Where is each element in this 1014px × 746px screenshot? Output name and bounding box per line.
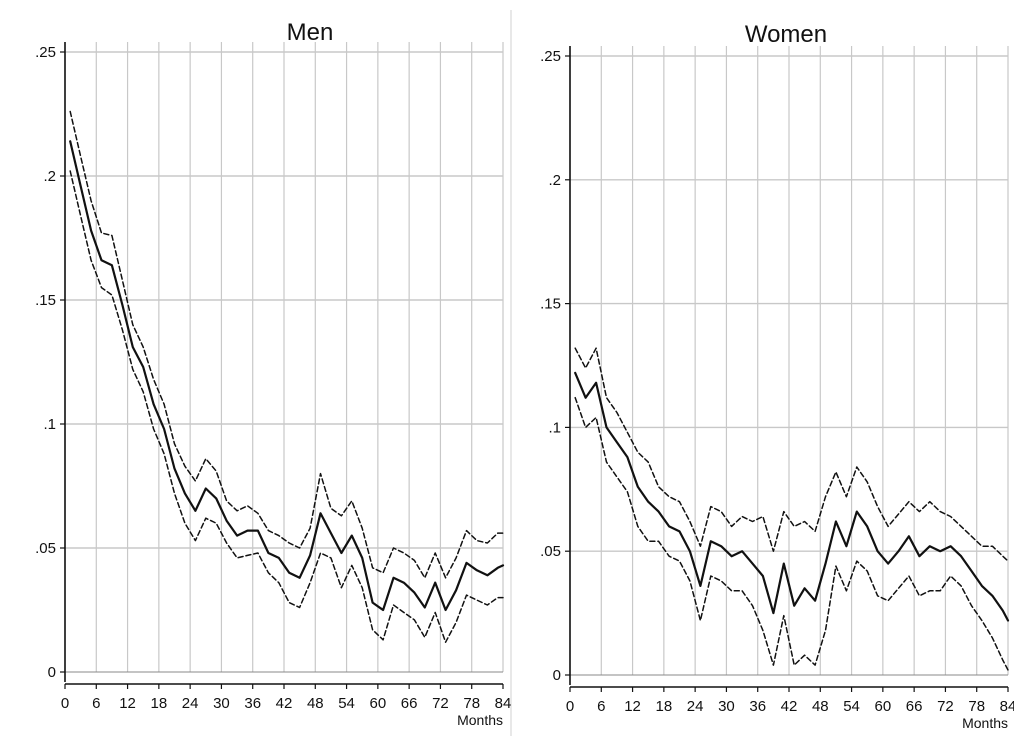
series-line-women-estimate	[574, 371, 1010, 622]
x-tick-label-men-72: 72	[432, 695, 449, 712]
y-tick-label-women-.05: .05	[540, 543, 561, 560]
y-tick-label-women-.15: .15	[540, 296, 561, 313]
x-tick-label-women-24: 24	[687, 698, 704, 715]
chart-panel-women: Women 0 .05 .1 .15 .2 .25 0 6 12 18 24 30 36 42 48 54 60 6…	[540, 21, 1014, 731]
x-tick-label-women-0: 0	[566, 698, 574, 715]
x-tick-label-men-6: 6	[92, 695, 100, 712]
y-tick-label-men-.25: .25	[35, 44, 56, 61]
x-tick-label-men-0: 0	[61, 695, 69, 712]
chart-panel-men: Men 0 .05 .1 .15 .2 .25 0 6 12 18 24 30 36 42 48 54 60 66 7…	[35, 19, 511, 728]
x-axis-label-men: Months	[457, 712, 503, 728]
y-tick-label-men-.1: .1	[43, 416, 56, 433]
chart-title-men: Men	[287, 19, 334, 46]
chart-title-women: Women	[745, 21, 827, 48]
x-tick-label-women-18: 18	[656, 698, 673, 715]
x-tick-label-men-48: 48	[307, 695, 324, 712]
x-tick-label-women-54: 54	[843, 698, 860, 715]
y-tick-label-men-.2: .2	[43, 168, 56, 185]
x-tick-label-men-42: 42	[276, 695, 293, 712]
y-tick-label-women-.2: .2	[548, 172, 561, 189]
x-tick-label-women-84: 84	[1000, 698, 1014, 715]
y-tick-label-men-.15: .15	[35, 292, 56, 309]
x-tick-label-men-24: 24	[182, 695, 199, 712]
x-tick-label-men-18: 18	[151, 695, 168, 712]
x-tick-label-men-60: 60	[370, 695, 387, 712]
x-tick-label-women-42: 42	[781, 698, 798, 715]
series-line-men-upper	[69, 110, 504, 579]
series-line-women-lower	[574, 396, 1009, 671]
x-tick-label-women-48: 48	[812, 698, 829, 715]
y-tick-label-men-.05: .05	[35, 540, 56, 557]
y-tick-label-women-.1: .1	[548, 419, 561, 436]
x-tick-label-men-54: 54	[338, 695, 355, 712]
x-axis-label-women: Months	[962, 715, 1008, 731]
series-line-women-upper	[574, 347, 1009, 562]
x-tick-label-men-84: 84	[495, 695, 512, 712]
series-line-men-estimate	[69, 140, 505, 612]
y-tick-label-women-.25: .25	[540, 48, 561, 65]
x-tick-label-women-12: 12	[624, 698, 641, 715]
x-tick-label-women-66: 66	[906, 698, 923, 715]
x-tick-label-men-78: 78	[463, 695, 480, 712]
x-tick-label-men-30: 30	[213, 695, 230, 712]
series-line-men-lower	[69, 170, 504, 643]
x-tick-label-women-6: 6	[597, 698, 605, 715]
x-tick-label-men-12: 12	[119, 695, 136, 712]
y-tick-label-men-0: 0	[48, 664, 56, 681]
x-tick-label-women-78: 78	[968, 698, 985, 715]
y-tick-label-women-0: 0	[553, 667, 561, 684]
x-tick-label-women-60: 60	[875, 698, 892, 715]
x-tick-label-women-30: 30	[718, 698, 735, 715]
x-tick-label-men-66: 66	[401, 695, 418, 712]
x-tick-label-women-36: 36	[749, 698, 766, 715]
x-tick-label-men-36: 36	[244, 695, 261, 712]
x-tick-label-women-72: 72	[937, 698, 954, 715]
